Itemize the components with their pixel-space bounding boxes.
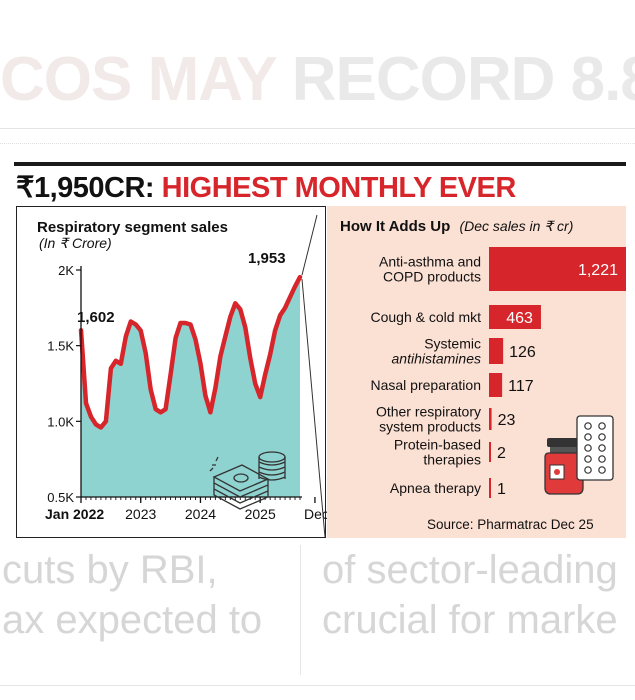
category-label: Protein-based therapies bbox=[394, 437, 481, 468]
trend-area-layer bbox=[78, 274, 303, 497]
x-tick-label: 2025 bbox=[245, 506, 276, 522]
breakdown-panel: How It Adds Up (Dec sales in ₹ cr) 1,221… bbox=[327, 206, 626, 538]
background-text-right-2: crucial for marke bbox=[322, 598, 618, 642]
bar bbox=[489, 478, 491, 498]
bar-value-label: 126 bbox=[509, 344, 536, 361]
trend-chart-subtitle: (In ₹ Crore) bbox=[39, 235, 112, 251]
bar bbox=[489, 408, 492, 430]
y-tick-label: 2K bbox=[58, 263, 74, 278]
breakdown-chart: How It Adds Up (Dec sales in ₹ cr) 1,221… bbox=[340, 218, 626, 532]
bar-value-label: 1,221 bbox=[578, 262, 618, 279]
headline-rest: HIGHEST MONTHLY EVER bbox=[161, 172, 517, 204]
background-headline-left: COS MAY bbox=[0, 45, 277, 114]
background-headline-right: RECORD 8.8 bbox=[291, 45, 635, 114]
category-label: Systemic antihistamines bbox=[392, 336, 482, 367]
bar bbox=[489, 442, 491, 462]
bar-value-label: 2 bbox=[497, 445, 506, 462]
background-headline: COS MAY RECORD 8.8 bbox=[0, 44, 635, 115]
background-column-divider bbox=[300, 545, 301, 675]
breakdown-title: How It Adds Up bbox=[340, 218, 450, 235]
breakdown-subtitle: (Dec sales in ₹ cr) bbox=[459, 218, 573, 234]
infographic: ₹1,950CR: HIGHEST MONTHLY EVER Respirato… bbox=[14, 162, 626, 538]
blister-pack-icon bbox=[576, 415, 614, 481]
background-text-left-2: ax expected to bbox=[2, 598, 263, 642]
background-text-right-1: of sector-leading bbox=[322, 548, 618, 592]
trend-labels-layer: 1,602 1,953 bbox=[77, 214, 326, 538]
trend-line bbox=[78, 274, 303, 430]
bar-value-label: 1 bbox=[497, 481, 506, 498]
money-stack-icon bbox=[209, 451, 286, 510]
callout-line-top bbox=[301, 214, 318, 276]
bar bbox=[489, 373, 503, 397]
category-label: Cough & cold mkt bbox=[371, 309, 482, 325]
category-label: Other respiratory system products bbox=[376, 404, 481, 435]
bar-value-label: 463 bbox=[506, 310, 533, 327]
sales-trend-chart: Respiratory segment sales (In ₹ Crore) 0… bbox=[37, 214, 329, 538]
bar-value-label: 23 bbox=[498, 412, 516, 429]
sales-trend-panel: Respiratory segment sales (In ₹ Crore) 0… bbox=[16, 206, 329, 538]
x-tick-label: Jan 2022 bbox=[45, 506, 104, 522]
annotation-start-value: 1,602 bbox=[77, 309, 115, 326]
background-text-left-1: cuts by RBI, bbox=[2, 548, 218, 592]
category-label: Anti-asthma and COPD products bbox=[379, 254, 481, 285]
source-note: Source: Pharmatrac Dec 25 bbox=[427, 517, 594, 532]
breakdown-heading: How It Adds Up (Dec sales in ₹ cr) bbox=[340, 218, 573, 235]
bar bbox=[489, 338, 504, 364]
infographic-top-rule bbox=[14, 162, 626, 166]
x-tick-label: 2023 bbox=[125, 506, 156, 522]
category-label: Apnea therapy bbox=[390, 480, 481, 496]
pill-bottle-icon bbox=[544, 438, 584, 495]
background-rule-bottom bbox=[0, 685, 635, 686]
background-rule-top bbox=[0, 128, 635, 129]
category-label: Nasal preparation bbox=[370, 377, 481, 393]
x-tick-label: 2024 bbox=[185, 506, 216, 522]
infographic-headline: ₹1,950CR: HIGHEST MONTHLY EVER bbox=[16, 170, 516, 205]
trend-chart-title: Respiratory segment sales bbox=[37, 219, 228, 236]
bar-value-label: 117 bbox=[508, 378, 534, 395]
breakdown-bars-layer: 1,221 Anti-asthma and COPD products 463 Coug… bbox=[370, 247, 626, 498]
bar bbox=[489, 247, 626, 291]
y-tick-label: 0.5K bbox=[47, 490, 74, 505]
y-tick-label: 1.0K bbox=[47, 414, 74, 429]
headline-amount: ₹1,950CR: bbox=[16, 172, 155, 204]
bar bbox=[489, 305, 541, 329]
callout-line-bottom bbox=[301, 279, 326, 538]
y-tick-label: 1.5K bbox=[47, 339, 74, 354]
annotation-end-value: 1,953 bbox=[248, 250, 286, 267]
background-rule-dotted bbox=[0, 143, 635, 144]
